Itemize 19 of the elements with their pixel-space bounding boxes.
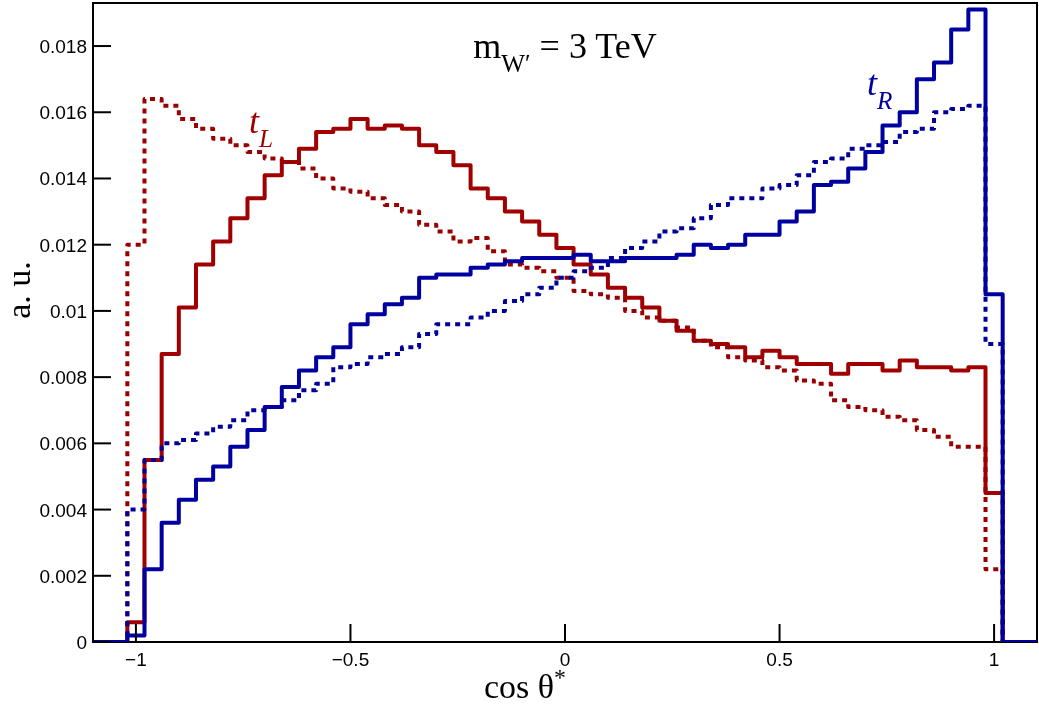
y-tick-label: 0.01 bbox=[50, 300, 87, 322]
y-tick-label: 0.006 bbox=[39, 433, 87, 455]
x-tick-label: 0.5 bbox=[766, 649, 793, 670]
text: m$_{W′}$ = 3 TeV bbox=[473, 26, 657, 77]
y-tick-label: 0.016 bbox=[39, 102, 87, 124]
series-label: t$_{L}$ bbox=[249, 100, 274, 152]
y-tick-label: 0.004 bbox=[39, 499, 88, 521]
y-tick-label: 0.012 bbox=[39, 234, 87, 256]
series-label: t$_{R}$ bbox=[866, 63, 893, 114]
x-tick-label: −1 bbox=[125, 649, 147, 670]
y-axis-title: a. u. bbox=[0, 261, 37, 319]
x-tick-label: −0.5 bbox=[331, 649, 370, 670]
x-tick-label: 1 bbox=[988, 649, 1000, 670]
x-tick-label: 0 bbox=[559, 649, 571, 670]
y-tick-label: 0 bbox=[76, 632, 87, 653]
y-tick-label: 0.018 bbox=[39, 36, 87, 58]
y-tick-label: 0.008 bbox=[39, 367, 87, 389]
y-tick-label: 0.014 bbox=[39, 168, 88, 190]
y-tick-label: 0.002 bbox=[39, 565, 87, 587]
